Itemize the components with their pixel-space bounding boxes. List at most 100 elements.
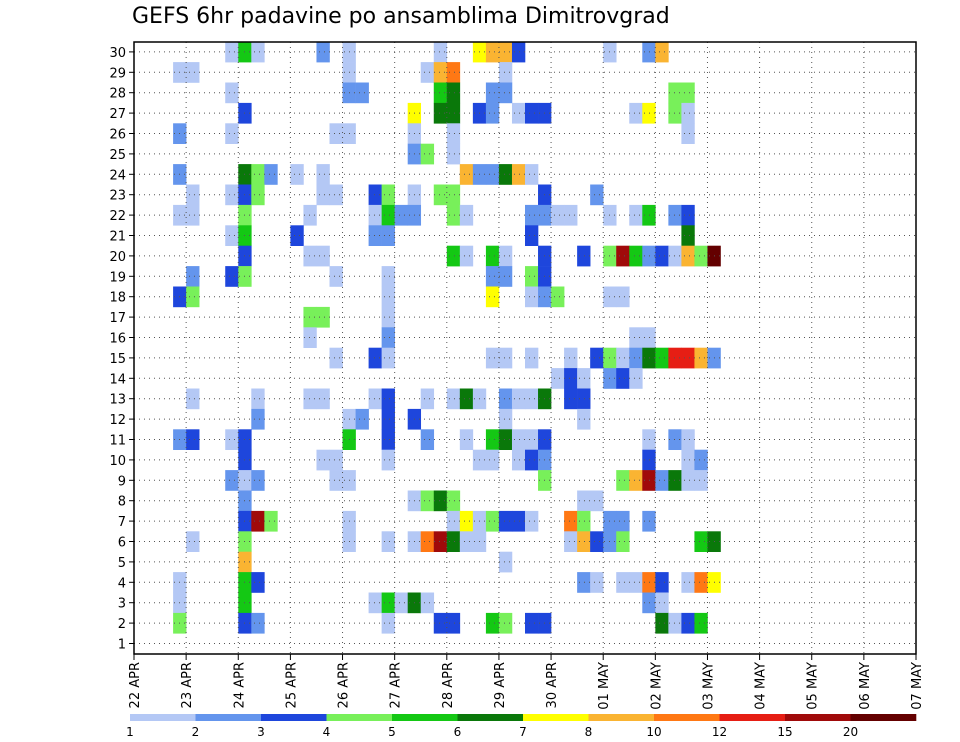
heatmap-cell	[225, 266, 239, 287]
heatmap-cell	[498, 245, 513, 267]
heatmap-cell	[459, 429, 474, 450]
heatmap-cell	[186, 388, 200, 410]
heatmap-cell	[590, 531, 604, 552]
heatmap-cell	[485, 347, 500, 369]
scale-label: 1	[126, 725, 134, 739]
y-tick-label: 29	[109, 66, 126, 81]
heatmap-cell	[420, 388, 435, 410]
scale-label: 10	[646, 725, 661, 739]
heatmap-cell	[642, 429, 656, 450]
y-tick-label: 17	[109, 311, 126, 326]
heatmap-cell	[420, 429, 435, 450]
heatmap-cell	[668, 245, 682, 267]
heatmap-cell	[629, 572, 643, 593]
x-tick-label: 05 MAY	[806, 662, 821, 710]
heatmap-cell	[251, 408, 265, 430]
heatmap-cell	[316, 306, 330, 328]
y-tick-label: 9	[118, 474, 126, 489]
heatmap-cell	[525, 225, 539, 246]
heatmap-cell	[381, 306, 395, 328]
heatmap-cell	[433, 531, 448, 552]
heatmap-cell	[498, 612, 513, 634]
heatmap-cell	[525, 204, 539, 226]
heatmap-cell	[642, 327, 656, 348]
heatmap-cell	[511, 164, 526, 185]
heatmap-cell	[381, 449, 395, 471]
x-tick-label: 22 APR	[128, 662, 143, 708]
heatmap-cell	[381, 184, 395, 206]
x-tick-label: 29 APR	[493, 662, 508, 708]
heatmap-cell	[498, 347, 513, 369]
y-tick-label: 12	[109, 413, 126, 428]
heatmap-cell	[629, 470, 643, 491]
scale-swatch	[326, 714, 393, 721]
heatmap-cell	[694, 347, 708, 369]
x-tick-label: 23 APR	[180, 662, 195, 708]
heatmap-cell	[446, 143, 461, 165]
heatmap-cell	[616, 286, 630, 308]
heatmap-cell	[525, 429, 539, 450]
heatmap-cell	[525, 388, 539, 410]
heatmap-cell	[525, 102, 539, 124]
scale-label: 7	[519, 725, 527, 739]
heatmap-cell	[459, 204, 474, 226]
heatmap-cell	[316, 184, 330, 206]
heatmap-cell	[485, 82, 500, 104]
heatmap-cell	[329, 347, 343, 369]
heatmap-cell	[329, 470, 343, 491]
heatmap-cell	[446, 245, 461, 267]
heatmap-cell	[642, 510, 656, 532]
heatmap-cell	[577, 490, 591, 512]
heatmap-cell	[264, 510, 278, 532]
heatmap-cell	[511, 102, 526, 124]
scale-swatch	[130, 714, 196, 721]
heatmap-cell	[525, 164, 539, 185]
heatmap-cell	[446, 510, 461, 532]
scale-label: 15	[777, 725, 792, 739]
y-tick-label: 21	[109, 230, 126, 245]
heatmap-cell	[642, 592, 656, 614]
heatmap-cell	[433, 490, 448, 512]
heatmap-cell	[381, 347, 395, 369]
heatmap-cell	[629, 102, 643, 124]
heatmap-cell	[498, 429, 513, 450]
heatmap-cell	[681, 204, 695, 226]
heatmap-cell	[642, 102, 656, 124]
y-tick-label: 8	[118, 495, 126, 510]
heatmap-cell	[381, 388, 395, 410]
heatmap-cell	[616, 470, 630, 491]
heatmap-cell	[564, 368, 578, 389]
heatmap-cell	[381, 531, 395, 552]
heatmap-cell	[668, 347, 682, 369]
y-tick-label: 26	[109, 128, 126, 143]
heatmap-cell	[316, 164, 330, 185]
heatmap-cell	[681, 347, 695, 369]
y-tick-label: 27	[109, 107, 126, 122]
heatmap-cell	[511, 429, 526, 450]
y-tick-label: 25	[109, 148, 126, 163]
heatmap-cell	[420, 490, 435, 512]
x-tick-label: 27 APR	[389, 662, 404, 708]
heatmap-cell	[590, 490, 604, 512]
heatmap-cell	[459, 245, 474, 267]
heatmap-cell	[381, 612, 395, 634]
plot-frame	[133, 41, 917, 655]
heatmap-cell	[681, 429, 695, 450]
heatmap-cell	[446, 102, 461, 124]
heatmap-cell	[629, 327, 643, 348]
heatmap-cell	[616, 347, 630, 369]
heatmap-cell	[590, 184, 604, 206]
heatmap-cell	[368, 184, 382, 206]
heatmap-cell	[485, 245, 500, 267]
y-tick-label: 7	[118, 515, 126, 530]
heatmap-cell	[564, 388, 578, 410]
heatmap-cell	[225, 123, 239, 144]
x-tick-label: 25 APR	[284, 662, 299, 708]
y-tick-label: 6	[118, 536, 126, 551]
heatmap-cell	[681, 102, 695, 124]
scale-label: 12	[712, 725, 727, 739]
heatmap-cell	[668, 102, 682, 124]
heatmap-cell	[655, 41, 669, 63]
heatmap-cell	[694, 449, 708, 471]
scale-swatch	[785, 714, 851, 721]
